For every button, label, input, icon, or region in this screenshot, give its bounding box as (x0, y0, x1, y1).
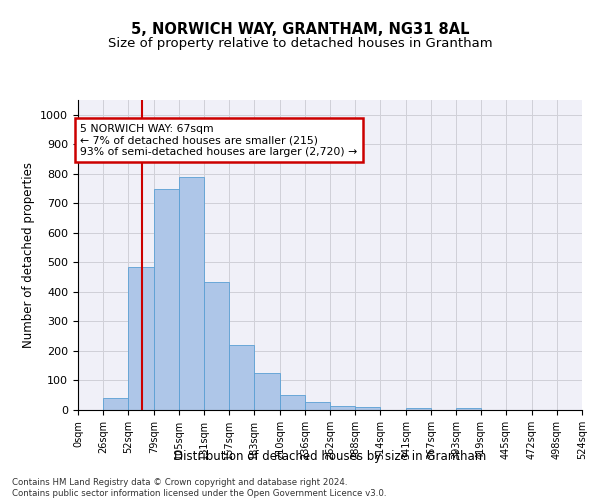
Bar (229, 345, 254, 410)
Bar (355, 407, 380, 410)
Text: 5, NORWICH WAY, GRANTHAM, NG31 8AL: 5, NORWICH WAY, GRANTHAM, NG31 8AL (131, 22, 469, 38)
Bar (179, 177, 204, 410)
Text: Contains HM Land Registry data © Crown copyright and database right 2024.
Contai: Contains HM Land Registry data © Crown c… (12, 478, 386, 498)
Y-axis label: Number of detached properties: Number of detached properties (22, 162, 35, 348)
Bar (154, 188, 179, 410)
Text: Distribution of detached houses by size in Grantham: Distribution of detached houses by size … (174, 450, 486, 463)
Text: Size of property relative to detached houses in Grantham: Size of property relative to detached ho… (107, 38, 493, 51)
Bar (406, 408, 431, 410)
Bar (103, 398, 128, 410)
Bar (128, 267, 154, 410)
Bar (305, 402, 330, 410)
Bar (254, 373, 280, 410)
Bar (280, 395, 305, 410)
Bar (456, 408, 481, 410)
Bar (330, 406, 355, 410)
Text: 5 NORWICH WAY: 67sqm
← 7% of detached houses are smaller (215)
93% of semi-detac: 5 NORWICH WAY: 67sqm ← 7% of detached ho… (80, 124, 357, 157)
Bar (204, 282, 229, 410)
